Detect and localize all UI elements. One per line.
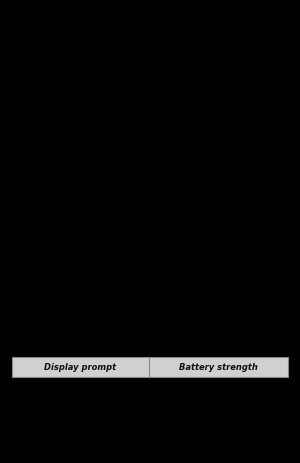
Text: Battery strength: Battery strength [179,363,258,372]
Text: Display prompt: Display prompt [44,363,116,372]
Bar [12,357,288,377]
